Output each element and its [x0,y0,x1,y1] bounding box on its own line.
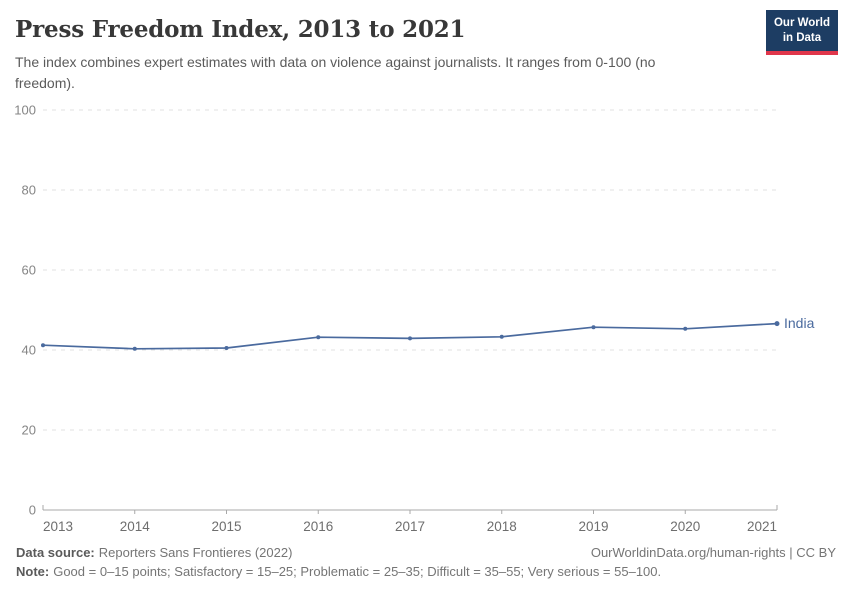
chart-subtitle: The index combines expert estimates with… [15,54,656,91]
y-axis-tick-label: 0 [29,503,36,518]
owid-logo[interactable]: Our World in Data [765,10,838,55]
x-axis-tick-label: 2021 [747,519,777,534]
data-source-label: Data source: [16,545,95,560]
data-point[interactable] [499,334,504,339]
data-point[interactable] [316,335,321,340]
y-axis-tick-label: 40 [22,343,36,358]
note-label: Note: [16,564,50,579]
entity-label-india[interactable]: India [784,315,815,331]
y-axis-tick-label: 100 [14,103,36,118]
data-point[interactable] [683,326,688,331]
chart-note: Note: Good = 0–15 points; Satisfactory = … [0,560,850,579]
data-source-value: Reporters Sans Frontieres (2022) [98,545,293,560]
chart-header: Press Freedom Index, 2013 to 2021 The in… [0,0,850,94]
x-axis-tick-label: 2017 [395,519,425,534]
y-axis-tick-label: 80 [22,183,36,198]
owid-logo-line1: Our World [773,17,830,29]
owid-logo-line2: in Data [782,31,822,44]
x-axis-tick-label: 2015 [211,519,241,534]
india-series-line[interactable] [42,322,778,350]
x-axis-tick-label: 2020 [670,519,700,534]
x-axis-tick-label: 2016 [303,519,333,534]
y-axis-tick-label: 20 [22,423,36,438]
note-value: Good = 0–15 points; Satisfactory = 15–25… [53,564,662,579]
data-point[interactable] [224,346,229,350]
chart-title: Press Freedom Index, 2013 to 2021 [15,16,466,43]
y-axis-tick-label: 60 [22,263,36,278]
data-point[interactable] [132,346,137,351]
x-axis-tick-label: 2014 [120,519,151,534]
data-point[interactable] [591,325,596,330]
data-point[interactable] [408,336,412,341]
owid-link[interactable]: OurWorldinData.org/human-rights | CC BY [590,545,836,560]
chart-footer: Data source: Reporters Sans Frontieres (2… [0,545,850,579]
data-point[interactable] [774,321,780,327]
x-axis-tick-label: 2018 [487,519,517,534]
x-axis-tick-label: 2013 [43,519,73,534]
data-point[interactable] [41,343,45,348]
data-source: Data source: Reporters Sans Frontieres (2… [16,545,292,560]
x-axis-tick-label: 2019 [578,519,608,534]
